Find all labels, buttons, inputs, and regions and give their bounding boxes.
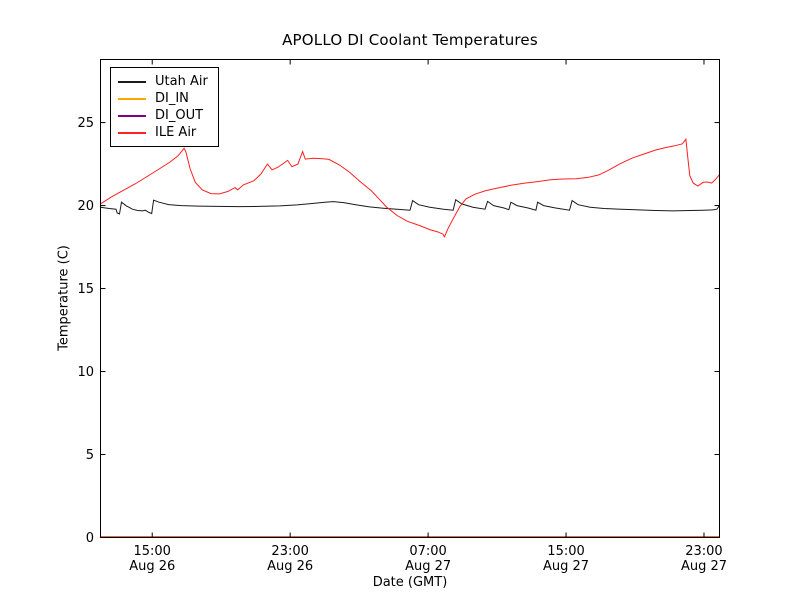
legend-item-di-out: DI_OUT [118, 107, 208, 124]
y-tick-label: 10 [77, 365, 94, 380]
y-tick-label: 15 [77, 282, 94, 297]
y-tick-label: 0 [86, 531, 94, 546]
series-line-utah-air [100, 198, 720, 215]
y-tick-label: 5 [86, 448, 94, 463]
chart-title: APOLLO DI Coolant Temperatures [282, 31, 538, 49]
x-tick-label-date: Aug 27 [405, 559, 451, 574]
x-tick-label-time: 07:00 [409, 544, 446, 559]
legend-label-di-in: DI_IN [155, 91, 189, 106]
legend-item-di-in: DI_IN [118, 90, 208, 107]
legend-label-ile-air: ILE Air [155, 125, 197, 140]
legend-item-utah-air: Utah Air [118, 73, 208, 90]
legend: Utah Air DI_IN DI_OUT ILE Air [110, 67, 219, 147]
x-tick-label-date: Aug 26 [267, 559, 313, 574]
legend-line-swatch-ile-air [118, 131, 146, 134]
x-tick-label-time: 15:00 [133, 544, 170, 559]
legend-line-swatch-di-in [118, 97, 146, 100]
x-tick-label-time: 23:00 [271, 544, 308, 559]
y-axis-label: Temperature (C) [56, 245, 72, 351]
y-tick-label: 25 [77, 116, 94, 131]
series-line-ile-air [100, 137, 720, 238]
legend-label-utah-air: Utah Air [155, 74, 208, 89]
legend-line-swatch-utah-air [118, 80, 146, 83]
x-axis-label: Date (GMT) [372, 575, 448, 590]
legend-line-swatch-di-out [118, 114, 146, 117]
legend-label-di-out: DI_OUT [155, 108, 204, 123]
x-tick-label-date: Aug 26 [129, 559, 175, 574]
y-tick-label: 20 [77, 199, 94, 214]
legend-item-ile-air: ILE Air [118, 124, 208, 141]
x-tick-label-date: Aug 27 [681, 559, 727, 574]
x-tick-label-time: 15:00 [547, 544, 584, 559]
axes-frame [100, 59, 720, 538]
x-tick-label-time: 23:00 [685, 544, 722, 559]
x-tick-label-date: Aug 27 [543, 559, 589, 574]
